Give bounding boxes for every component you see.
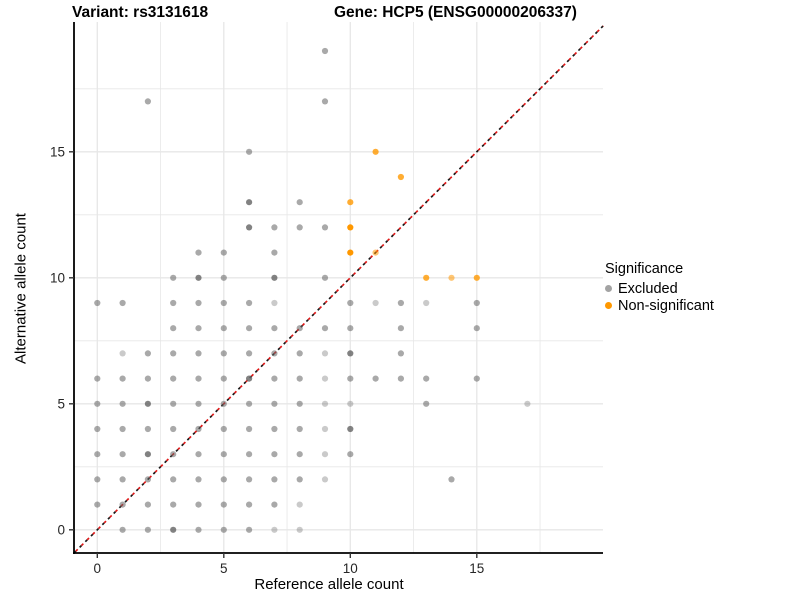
legend-item-nonsignificant: Non-significant (605, 297, 795, 314)
legend-title: Significance (605, 261, 684, 277)
svg-text:10: 10 (50, 270, 65, 285)
legend-label-excluded: Excluded (618, 280, 678, 297)
svg-text:15: 15 (50, 144, 65, 159)
svg-text:15: 15 (469, 561, 484, 576)
y-axis-title: Alternative allele count (12, 213, 30, 364)
legend-item-excluded: Excluded (605, 280, 795, 297)
svg-text:0: 0 (57, 522, 65, 537)
svg-text:5: 5 (57, 396, 65, 411)
legend: Significance Excluded Non-significant (605, 261, 795, 314)
legend-label-nonsignificant: Non-significant (618, 297, 714, 314)
svg-text:0: 0 (94, 561, 102, 576)
x-axis-title: Reference allele count (254, 576, 404, 593)
excluded-dot-icon (605, 285, 612, 292)
plot-title-variant: Variant: rs3131618 (72, 4, 209, 21)
svg-text:10: 10 (343, 561, 358, 576)
plot-title-gene: Gene: HCP5 (ENSG00000206337) (334, 4, 577, 21)
non-significant-dot-icon (605, 302, 612, 309)
svg-text:5: 5 (220, 561, 228, 576)
